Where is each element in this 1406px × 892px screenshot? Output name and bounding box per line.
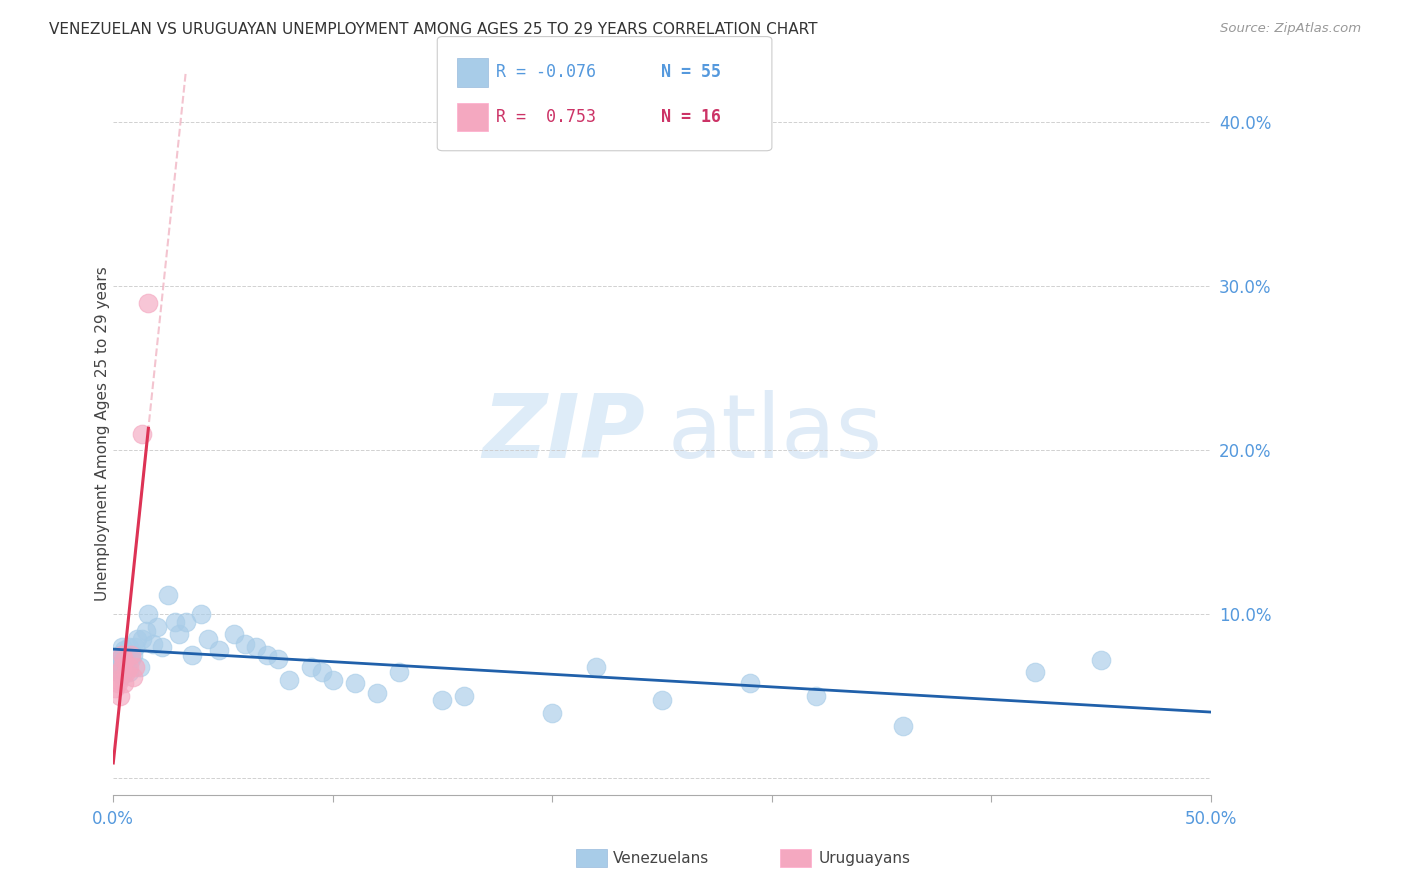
Point xyxy=(387,665,409,679)
Point xyxy=(366,686,388,700)
Text: Venezuelans: Venezuelans xyxy=(613,851,709,865)
Point xyxy=(163,615,186,630)
Point xyxy=(120,648,142,663)
Point xyxy=(124,659,146,673)
Point xyxy=(108,648,131,663)
Point xyxy=(267,651,290,665)
Point xyxy=(893,719,915,733)
Point xyxy=(453,690,475,704)
Point xyxy=(167,627,190,641)
Text: N = 55: N = 55 xyxy=(661,63,721,81)
Point xyxy=(157,588,180,602)
Point xyxy=(115,648,138,663)
Point xyxy=(233,637,256,651)
Point xyxy=(174,615,197,630)
Text: VENEZUELAN VS URUGUAYAN UNEMPLOYMENT AMONG AGES 25 TO 29 YEARS CORRELATION CHART: VENEZUELAN VS URUGUAYAN UNEMPLOYMENT AMO… xyxy=(49,22,818,37)
Point xyxy=(122,669,145,683)
Text: Uruguayans: Uruguayans xyxy=(818,851,910,865)
Point xyxy=(111,659,134,673)
Point xyxy=(1024,665,1046,679)
Point xyxy=(135,624,157,638)
Point xyxy=(541,706,564,720)
Text: R = -0.076: R = -0.076 xyxy=(496,63,596,81)
Point xyxy=(115,659,138,673)
Text: R =  0.753: R = 0.753 xyxy=(496,108,596,126)
Point xyxy=(256,648,278,663)
Point xyxy=(738,676,761,690)
Point xyxy=(1090,653,1112,667)
Point xyxy=(128,659,150,673)
Point xyxy=(104,659,127,673)
Point xyxy=(207,643,229,657)
Point xyxy=(107,665,129,679)
Point xyxy=(124,640,146,654)
Point xyxy=(146,620,169,634)
Point xyxy=(197,632,219,646)
Text: Source: ZipAtlas.com: Source: ZipAtlas.com xyxy=(1220,22,1361,36)
Point xyxy=(107,657,129,671)
Point xyxy=(112,643,135,657)
Point xyxy=(111,668,134,682)
Point xyxy=(138,295,160,310)
Point xyxy=(277,673,299,687)
Point xyxy=(107,673,129,687)
Point xyxy=(112,653,135,667)
Point xyxy=(122,648,145,663)
Point xyxy=(108,665,131,679)
Point xyxy=(150,640,173,654)
Point xyxy=(115,665,138,679)
Point xyxy=(142,637,165,651)
Point xyxy=(111,659,134,673)
Point xyxy=(127,632,149,646)
Point xyxy=(299,659,322,673)
Point xyxy=(108,651,131,665)
Text: ZIP: ZIP xyxy=(482,391,645,477)
Point xyxy=(112,653,135,667)
Point xyxy=(117,659,139,673)
Point xyxy=(117,640,139,654)
Point xyxy=(222,627,245,641)
Point xyxy=(138,607,160,622)
Point xyxy=(112,676,135,690)
Point xyxy=(120,651,142,665)
Point xyxy=(432,692,454,706)
Point xyxy=(804,690,827,704)
Point xyxy=(117,665,139,679)
Point xyxy=(107,676,129,690)
Y-axis label: Unemployment Among Ages 25 to 29 years: Unemployment Among Ages 25 to 29 years xyxy=(94,267,110,601)
Point xyxy=(104,681,127,695)
Text: atlas: atlas xyxy=(668,391,883,477)
Point xyxy=(343,676,366,690)
Point xyxy=(131,632,153,646)
Point xyxy=(311,665,333,679)
Point xyxy=(651,692,673,706)
Text: N = 16: N = 16 xyxy=(661,108,721,126)
Point xyxy=(181,648,204,663)
Point xyxy=(131,426,153,441)
Point xyxy=(322,673,344,687)
Point xyxy=(245,640,267,654)
Point xyxy=(111,648,134,663)
Point xyxy=(108,690,131,704)
Point xyxy=(190,607,212,622)
Point xyxy=(585,659,607,673)
Point xyxy=(111,640,134,654)
